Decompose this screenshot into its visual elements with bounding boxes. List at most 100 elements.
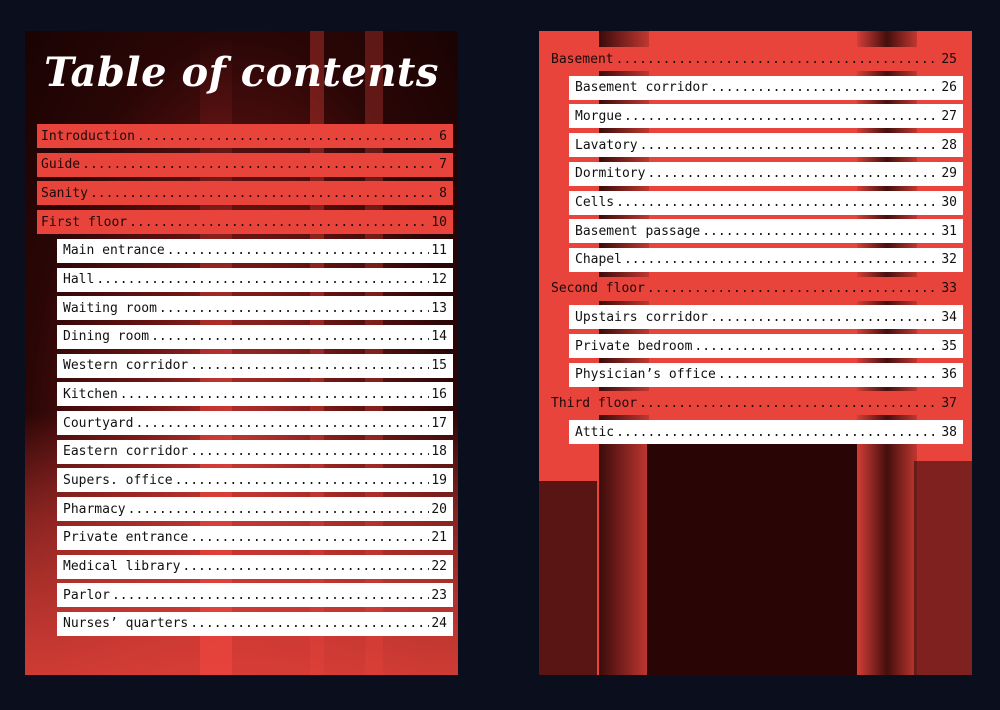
toc-entry-label: Morgue: [575, 108, 622, 124]
dot-leader: [624, 252, 939, 267]
dot-leader: [82, 157, 437, 172]
dot-leader: [640, 138, 940, 153]
dot-leader: [647, 166, 939, 181]
toc-entry-page-number: 25: [941, 51, 957, 67]
dot-leader: [190, 616, 429, 631]
dot-leader: [90, 186, 437, 201]
toc-entry-label: Pharmacy: [63, 501, 126, 517]
dot-leader: [718, 367, 939, 382]
toc-entry-page-number: 19: [431, 472, 447, 488]
dot-leader: [190, 358, 429, 373]
dot-leader: [167, 243, 430, 258]
toc-entry-western-corridor[interactable]: Western corridor 15: [57, 353, 453, 378]
toc-entry-page-number: 17: [431, 415, 447, 431]
toc-entry-sanity[interactable]: Sanity 8: [37, 181, 453, 206]
toc-entry-basement-corridor[interactable]: Basement corridor 26: [569, 75, 963, 100]
toc-entry-supers-office[interactable]: Supers. office 19: [57, 468, 453, 493]
toc-entry-page-number: 21: [431, 530, 447, 546]
dot-leader: [190, 444, 429, 459]
toc-entry-label: Chapel: [575, 252, 622, 268]
toc-entry-label: Physician’s office: [575, 367, 716, 383]
toc-entry-dining-room[interactable]: Dining room 14: [57, 324, 453, 349]
toc-entry-label: Second floor: [551, 281, 645, 297]
toc-entry-guide[interactable]: Guide 7: [37, 152, 453, 177]
toc-entry-page-number: 20: [431, 501, 447, 517]
toc-entry-upstairs-corridor[interactable]: Upstairs corridor 34: [569, 305, 963, 330]
toc-entry-label: Western corridor: [63, 358, 189, 374]
toc-entry-page-number: 13: [431, 300, 447, 316]
toc-entry-label: Parlor: [63, 587, 110, 603]
toc-entry-page-number: 38: [941, 424, 957, 440]
toc-entry-label: Eastern corridor: [63, 444, 189, 460]
dot-leader: [135, 416, 429, 431]
toc-entry-page-number: 8: [439, 185, 447, 201]
toc-entry-label: Kitchen: [63, 386, 118, 402]
toc-entry-dormitory[interactable]: Dormitory 29: [569, 161, 963, 186]
dot-leader: [694, 339, 939, 354]
dot-leader: [159, 301, 429, 316]
toc-entry-morgue[interactable]: Morgue 27: [569, 104, 963, 129]
toc-entry-pharmacy[interactable]: Pharmacy 20: [57, 497, 453, 522]
dot-leader: [96, 272, 429, 287]
toc-entry-label: Attic: [575, 424, 615, 440]
toc-entry-main-entrance[interactable]: Main entrance 11: [57, 238, 453, 263]
dot-leader: [151, 329, 429, 344]
toc-entry-parlor[interactable]: Parlor 23: [57, 583, 453, 608]
dot-leader: [182, 559, 429, 574]
toc-entry-attic[interactable]: Attic 38: [569, 420, 963, 445]
page-title: Table of contents: [44, 49, 439, 96]
toc-entry-label: Waiting room: [63, 300, 157, 316]
toc-entry-courtyard[interactable]: Courtyard 17: [57, 411, 453, 435]
toc-entry-label: Basement: [551, 51, 614, 67]
dot-leader: [624, 109, 939, 124]
toc-entry-physician-s-office[interactable]: Physician’s office 36: [569, 362, 963, 387]
dot-leader: [112, 588, 429, 603]
dot-leader: [128, 502, 430, 517]
toc-entry-page-number: 11: [431, 243, 447, 259]
toc-entry-label: Sanity: [41, 185, 88, 201]
toc-entry-basement-passage[interactable]: Basement passage 31: [569, 219, 963, 244]
toc-entry-label: Third floor: [551, 395, 638, 411]
dot-leader: [616, 195, 939, 210]
toc-entry-waiting-room[interactable]: Waiting room 13: [57, 296, 453, 321]
toc-entry-private-bedroom[interactable]: Private bedroom 35: [569, 334, 963, 358]
background-texture: [914, 461, 972, 675]
toc-entry-label: First floor: [41, 214, 128, 230]
toc-entry-page-number: 6: [439, 128, 447, 144]
dot-leader: [137, 129, 437, 144]
dot-leader: [175, 473, 430, 488]
toc-entry-introduction[interactable]: Introduction 6: [37, 124, 453, 148]
toc-entry-third-floor[interactable]: Third floor 37: [547, 391, 963, 416]
dot-leader: [120, 387, 430, 402]
toc-entry-page-number: 26: [941, 80, 957, 96]
background-texture: [539, 481, 597, 675]
toc-entry-label: Medical library: [63, 559, 181, 574]
toc-entry-page-number: 7: [439, 157, 447, 173]
dot-leader: [616, 52, 940, 67]
toc-entry-nurses-quarters[interactable]: Nurses’ quarters 24: [57, 611, 453, 636]
toc-entry-private-entrance[interactable]: Private entrance 21: [57, 525, 453, 550]
toc-entry-cells[interactable]: Cells 30: [569, 190, 963, 215]
toc-entry-lavatory[interactable]: Lavatory 28: [569, 133, 963, 158]
toc-entry-first-floor[interactable]: First floor 10: [37, 210, 453, 235]
toc-entry-second-floor[interactable]: Second floor 33: [547, 276, 963, 301]
toc-entry-kitchen[interactable]: Kitchen 16: [57, 382, 453, 407]
toc-entry-basement[interactable]: Basement 25: [547, 47, 963, 71]
toc-entry-chapel[interactable]: Chapel 32: [569, 247, 963, 272]
toc-entry-label: Dormitory: [575, 166, 646, 182]
toc-entry-page-number: 10: [431, 214, 447, 230]
dot-leader: [616, 425, 939, 440]
toc-entry-label: Guide: [41, 157, 81, 173]
toc-entry-hall[interactable]: Hall 12: [57, 267, 453, 292]
toc-entry-label: Courtyard: [63, 415, 134, 431]
toc-entry-label: Private bedroom: [575, 338, 693, 354]
dot-leader: [190, 530, 429, 545]
dot-leader: [710, 80, 939, 95]
toc-entry-medical-library[interactable]: Medical library 22: [57, 554, 453, 579]
dot-leader: [710, 310, 939, 325]
toc-right-page: Basement 25 Basement corridor 26 Morgue 27 Lav…: [539, 31, 972, 675]
toc-entry-page-number: 36: [941, 367, 957, 383]
dot-leader: [639, 396, 939, 411]
toc-entry-label: Lavatory: [575, 137, 638, 153]
toc-entry-eastern-corridor[interactable]: Eastern corridor 18: [57, 439, 453, 464]
